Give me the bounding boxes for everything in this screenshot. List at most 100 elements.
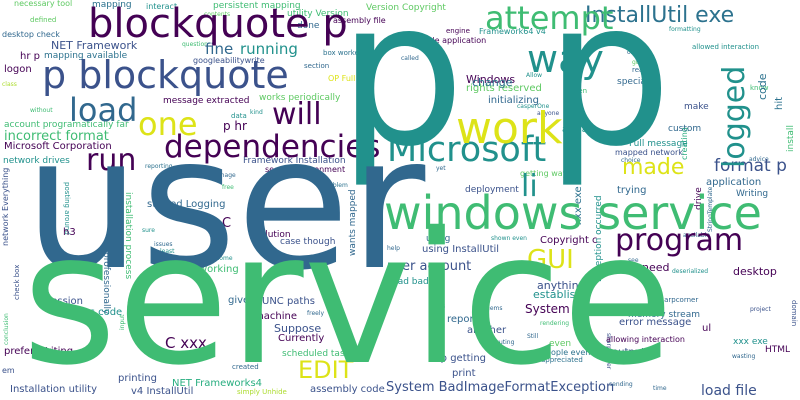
word-shown-even: shown even <box>491 235 527 242</box>
word-choice: choice <box>621 157 641 164</box>
word-people-even: people even <box>541 348 591 357</box>
word-issues: issues <box>154 241 173 248</box>
word-program: program <box>615 223 744 258</box>
word-secure-environment: secure environment <box>265 165 346 174</box>
word-copyright-c: Copyright c <box>540 235 598 246</box>
word-caspertone: casperOne <box>517 103 550 110</box>
word-net-frameworks4: NET Frameworks4 <box>172 378 263 389</box>
word-anything: anything <box>537 279 586 292</box>
word-contents: contents <box>204 11 231 18</box>
word-come: come <box>216 255 233 262</box>
word-h3: h3 <box>63 227 76 238</box>
word-gives: gives <box>228 295 255 306</box>
word-v4-installutil: v4 InstallUtil <box>131 386 194 397</box>
word-though: though <box>193 351 215 358</box>
word-mapping: mapping <box>92 0 132 10</box>
word-hit: hit <box>774 96 785 110</box>
word-message-extracted: message extracted <box>163 96 250 106</box>
word-conclusion: conclusion <box>3 313 10 345</box>
word-rights-reserved: rights reserved <box>466 83 542 94</box>
word-assembly-file: assembly file <box>333 16 386 25</box>
word-initializing: initializing <box>488 95 539 106</box>
word-utility-version: utility Version <box>287 9 349 19</box>
word-full-message: Full message <box>629 139 688 149</box>
word-scheduled-task: scheduled task <box>282 349 350 359</box>
word-work: work <box>456 103 563 154</box>
word-ul: ul <box>702 323 712 334</box>
word-edit: EDIT <box>298 356 354 384</box>
word-box-worked: box worked <box>323 49 364 57</box>
word-see: see <box>628 257 639 264</box>
word-deserialized: deserialized <box>672 268 709 275</box>
word-wasting: wasting <box>732 353 756 360</box>
word-attempt: attempt <box>485 0 614 37</box>
word-image: image <box>217 172 236 179</box>
word-using-installutil: using InstallUtil <box>422 244 500 255</box>
word-kind: kind <box>250 109 263 116</box>
word-logon: logon <box>4 64 32 75</box>
word-account-programatically-far: account programatically far <box>4 120 129 130</box>
word-dup-getting: dup getting <box>428 353 487 364</box>
word-sharpcorner: sharpcorner <box>656 296 699 304</box>
word-net-framework: NET Framework <box>51 39 138 52</box>
word-one-small: one <box>627 49 639 56</box>
word-one: one <box>138 105 198 143</box>
word-works-periodically: works periodically <box>259 93 341 103</box>
word-system: System <box>525 302 570 316</box>
word-version-copyright: Version Copyright <box>366 3 446 13</box>
word-know: know <box>750 84 769 92</box>
word-created: created <box>232 363 259 371</box>
word-user-account: user account <box>387 259 472 274</box>
word-yet: yet <box>436 165 446 172</box>
word-freely: freely <box>307 310 325 317</box>
word-help: help <box>387 245 400 252</box>
word-simply-unhide: simply Unhide <box>237 388 287 396</box>
word-sure: sure <box>142 227 155 234</box>
word-framework64-v4: Framework64 v4 <box>479 27 546 36</box>
word-data: data <box>231 112 247 120</box>
word-prefer-writing: prefer Writing <box>4 346 74 357</box>
word-gui: GUI <box>527 245 574 275</box>
word-load-file: load file <box>701 383 757 399</box>
word-c-xxx: C xxx <box>165 334 207 352</box>
word-go: go <box>632 59 640 66</box>
word-microsoft-corporation: Microsoft Corporation <box>4 141 112 152</box>
word-case-though: case though <box>280 237 336 247</box>
word-machine: machine <box>254 311 297 322</box>
word-hidden: hidden <box>563 87 588 95</box>
word-p-blockquote: p blockquote <box>42 53 289 97</box>
word-p-big-2: p <box>545 0 672 191</box>
word-reading: reading <box>632 66 659 74</box>
word-assembly-code: assembly code <box>310 384 385 395</box>
word-project: project <box>750 306 771 313</box>
word-working: working <box>199 264 239 275</box>
word-hr-p: hr p <box>20 51 40 62</box>
word-called: called <box>401 55 419 62</box>
word-actual: actual <box>562 125 590 135</box>
word-installutil-exe: InstallUtil exe <box>585 3 735 28</box>
word-uses-code: uses code <box>72 307 123 318</box>
word-free: free <box>222 184 234 191</box>
word-em: em <box>2 366 15 375</box>
word-mapped-network: mapped network <box>615 148 683 157</box>
word-blockquote-p-top: blockquote p <box>88 1 348 47</box>
word-googleabilitywrite: googleabilitywrite <box>193 56 265 65</box>
word-code: code <box>756 73 769 100</box>
word-engine: engine <box>446 27 470 35</box>
word-suppose: Suppose <box>274 322 322 335</box>
word-application: application <box>706 177 762 188</box>
word-made: made <box>622 155 685 180</box>
word-op-full: OP Full <box>328 74 356 83</box>
word-will: will <box>272 97 322 132</box>
word-still: Still <box>527 333 539 340</box>
word-prototype: prototype <box>150 303 199 314</box>
word-load: load <box>69 91 138 129</box>
word-logged: logged <box>717 65 752 168</box>
word-done: done <box>297 21 320 31</box>
word-using: using <box>426 234 451 244</box>
word-microsoft: Microsoft <box>387 130 547 170</box>
word-without: without <box>30 107 53 114</box>
word-class: class <box>2 81 17 88</box>
word-install: install <box>786 125 796 152</box>
word-li: li <box>521 169 538 204</box>
